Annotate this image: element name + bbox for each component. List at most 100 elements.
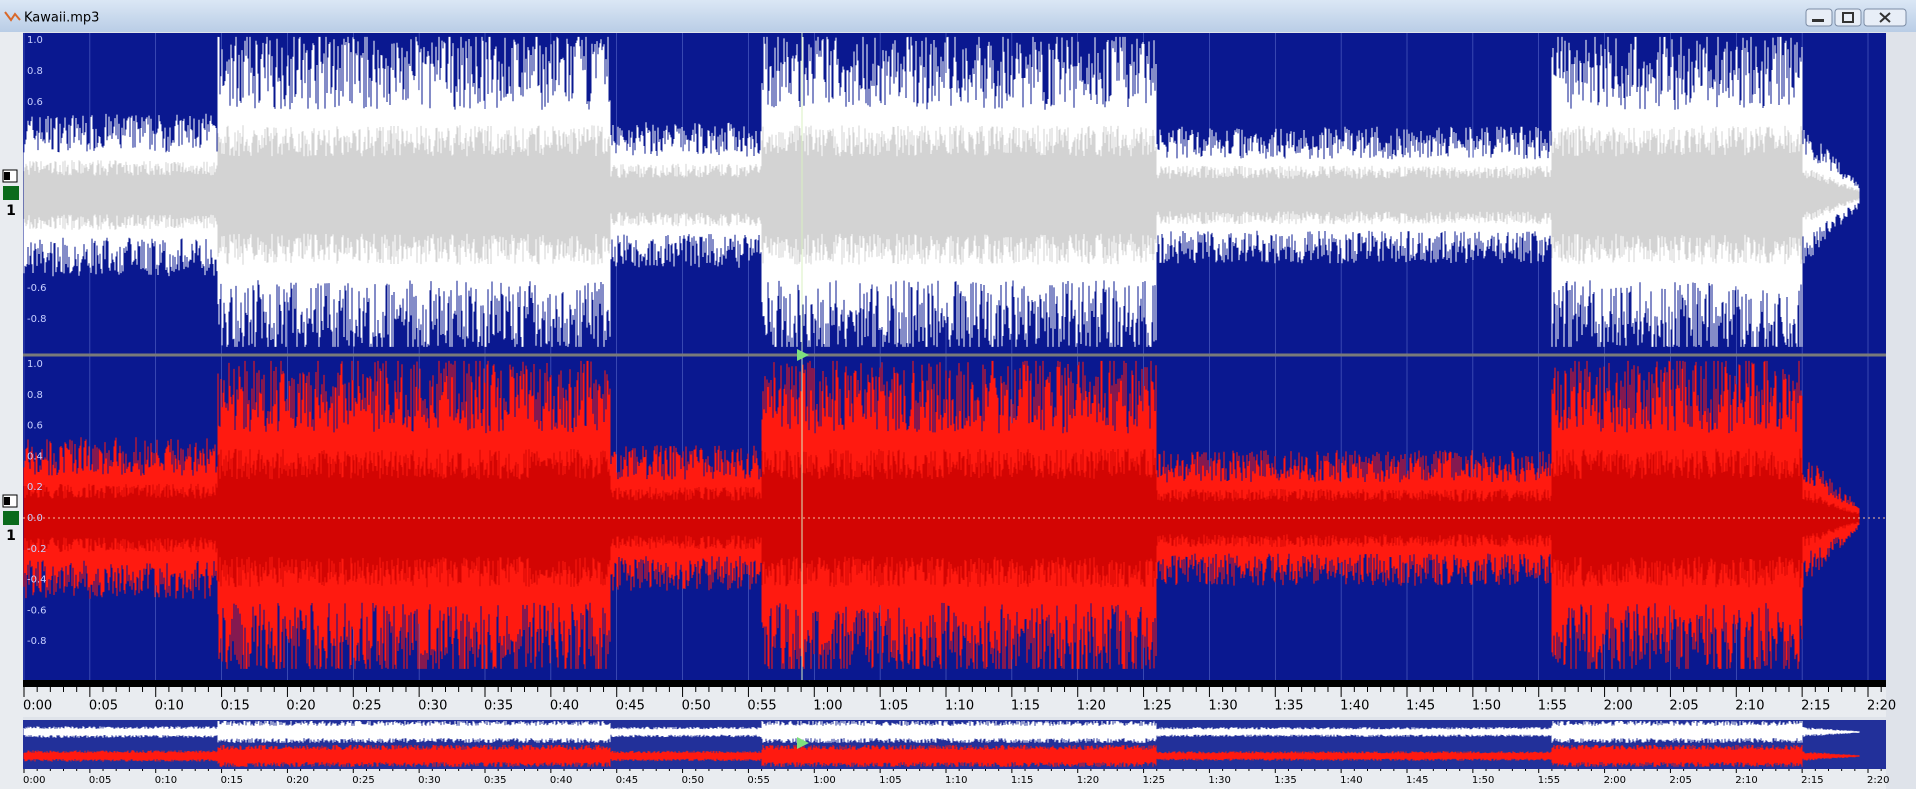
time-label: 1:35 bbox=[1274, 699, 1303, 714]
maximize-icon bbox=[1842, 12, 1854, 23]
time-label: 0:35 bbox=[484, 699, 513, 714]
amplitude-label: 0.2 bbox=[27, 482, 43, 493]
amplitude-label: -0.2 bbox=[27, 544, 47, 555]
overview-time-label: 1:35 bbox=[1274, 775, 1296, 786]
time-label: 0:30 bbox=[418, 699, 447, 714]
ruler-bar bbox=[23, 680, 1886, 687]
time-label: 1:30 bbox=[1208, 699, 1237, 714]
playhead-marker[interactable] bbox=[797, 349, 809, 361]
overview-time-label: 0:05 bbox=[89, 775, 111, 786]
app-icon bbox=[4, 11, 21, 22]
amplitude-label: 1.0 bbox=[27, 359, 43, 370]
amplitude-label: -0.6 bbox=[27, 283, 47, 294]
overview-waveform bbox=[23, 745, 1860, 767]
amplitude-labels: 1.0 0.8 0.6 -0.6 -0.8 1.0 0.8 0.6 0.4 0.2 0.0 -0.2 -… bbox=[27, 35, 47, 647]
channel-1-controls bbox=[2, 169, 19, 200]
minimize-icon bbox=[1812, 19, 1824, 22]
time-label: 1:10 bbox=[945, 699, 974, 714]
title-bar bbox=[0, 0, 1916, 32]
time-label: 2:05 bbox=[1669, 699, 1698, 714]
time-label: 0:25 bbox=[352, 699, 381, 714]
time-label: 0:50 bbox=[682, 699, 711, 714]
overview-time-label: 1:25 bbox=[1143, 775, 1165, 786]
time-label: 0:55 bbox=[747, 699, 776, 714]
amplitude-label: 1.0 bbox=[27, 35, 43, 46]
overview-time-label: 0:55 bbox=[747, 775, 769, 786]
window-buttons bbox=[1805, 8, 1907, 27]
time-label: 1:40 bbox=[1340, 699, 1369, 714]
amplitude-label: -0.6 bbox=[27, 605, 47, 616]
close-icon bbox=[1879, 12, 1891, 23]
overview-waveforms bbox=[23, 721, 1860, 767]
amplitude-label: 0.6 bbox=[27, 97, 43, 108]
time-label: 1:50 bbox=[1472, 699, 1501, 714]
overview-time-label: 2:10 bbox=[1735, 775, 1757, 786]
overview-time-label: 1:00 bbox=[813, 775, 835, 786]
overview-time-label: 0:50 bbox=[682, 775, 704, 786]
channel-label: 1 bbox=[6, 528, 16, 544]
overview-time-label: 1:15 bbox=[1011, 775, 1033, 786]
time-ruler-ticks: 0:00 0:05 0:10 0:15 0:20 0:25 0:30 0:35 0:40 0:45… bbox=[23, 687, 1896, 714]
minimize-button[interactable] bbox=[1805, 8, 1833, 27]
overview-playhead bbox=[797, 737, 809, 749]
amplitude-label: 0.6 bbox=[27, 421, 43, 432]
overview-time-label: 1:10 bbox=[945, 775, 967, 786]
overview-time-label: 1:05 bbox=[879, 775, 901, 786]
overview-time-label: 0:00 bbox=[23, 775, 45, 786]
time-label: 1:05 bbox=[879, 699, 908, 714]
time-ruler[interactable] bbox=[23, 687, 1886, 717]
time-label: 1:15 bbox=[1011, 699, 1040, 714]
overview-time-label: 0:10 bbox=[155, 775, 177, 786]
amplitude-label: -0.4 bbox=[27, 575, 47, 586]
overview-time-label: 0:20 bbox=[286, 775, 308, 786]
time-label: 1:45 bbox=[1406, 699, 1435, 714]
channel-enable[interactable] bbox=[3, 186, 19, 200]
amplitude-label: 0.8 bbox=[27, 66, 43, 77]
time-label: 2:20 bbox=[1867, 699, 1896, 714]
channel-2-controls bbox=[2, 494, 19, 525]
overview-ruler-labels: 0:00 0:05 0:10 0:15 0:20 0:25 0:30 0:35 0:40 0:45… bbox=[23, 769, 1889, 786]
time-label: 2:10 bbox=[1735, 699, 1764, 714]
overview-time-label: 2:20 bbox=[1867, 775, 1889, 786]
overview-time-label: 2:00 bbox=[1604, 775, 1626, 786]
time-label: 0:20 bbox=[286, 699, 315, 714]
maximize-button[interactable] bbox=[1834, 8, 1862, 27]
overview-time-label: 1:50 bbox=[1472, 775, 1494, 786]
overview-time-label: 0:30 bbox=[418, 775, 440, 786]
waveform-rms bbox=[23, 125, 1860, 265]
overview-time-label: 0:40 bbox=[550, 775, 572, 786]
time-label: 2:00 bbox=[1604, 699, 1633, 714]
amplitude-label: 0.8 bbox=[27, 390, 43, 401]
overview-ruler bbox=[23, 769, 1886, 789]
overview-time-label: 1:45 bbox=[1406, 775, 1428, 786]
overview-waveform bbox=[23, 721, 1860, 743]
time-label: 0:15 bbox=[221, 699, 250, 714]
channel-label: 1 bbox=[6, 203, 16, 219]
time-label: 0:40 bbox=[550, 699, 579, 714]
overview-time-label: 1:40 bbox=[1340, 775, 1362, 786]
time-label: 1:25 bbox=[1143, 699, 1172, 714]
overview-time-label: 0:35 bbox=[484, 775, 506, 786]
time-label: 0:05 bbox=[89, 699, 118, 714]
amplitude-label: -0.8 bbox=[27, 314, 47, 325]
overview-time-label: 1:55 bbox=[1538, 775, 1560, 786]
channel-enable[interactable] bbox=[3, 511, 19, 525]
amplitude-label: -0.8 bbox=[27, 636, 47, 647]
overview-time-label: 0:25 bbox=[352, 775, 374, 786]
amplitude-label: 0.4 bbox=[27, 451, 43, 462]
overview-time-label: 0:45 bbox=[616, 775, 638, 786]
overview-time-label: 0:15 bbox=[221, 775, 243, 786]
overview-time-label: 1:30 bbox=[1208, 775, 1230, 786]
amplitude-label: 0.0 bbox=[27, 513, 43, 524]
time-label: 2:15 bbox=[1801, 699, 1830, 714]
time-label: 0:45 bbox=[616, 699, 645, 714]
window-title: Kawaii.mp3 bbox=[24, 11, 99, 26]
channel-strip bbox=[0, 32, 23, 789]
time-label: 1:20 bbox=[1077, 699, 1106, 714]
time-label: 0:00 bbox=[23, 699, 52, 714]
time-label: 1:00 bbox=[813, 699, 842, 714]
overview-time-label: 1:20 bbox=[1077, 775, 1099, 786]
channel-select-icon bbox=[4, 497, 10, 505]
time-label: 1:55 bbox=[1538, 699, 1567, 714]
